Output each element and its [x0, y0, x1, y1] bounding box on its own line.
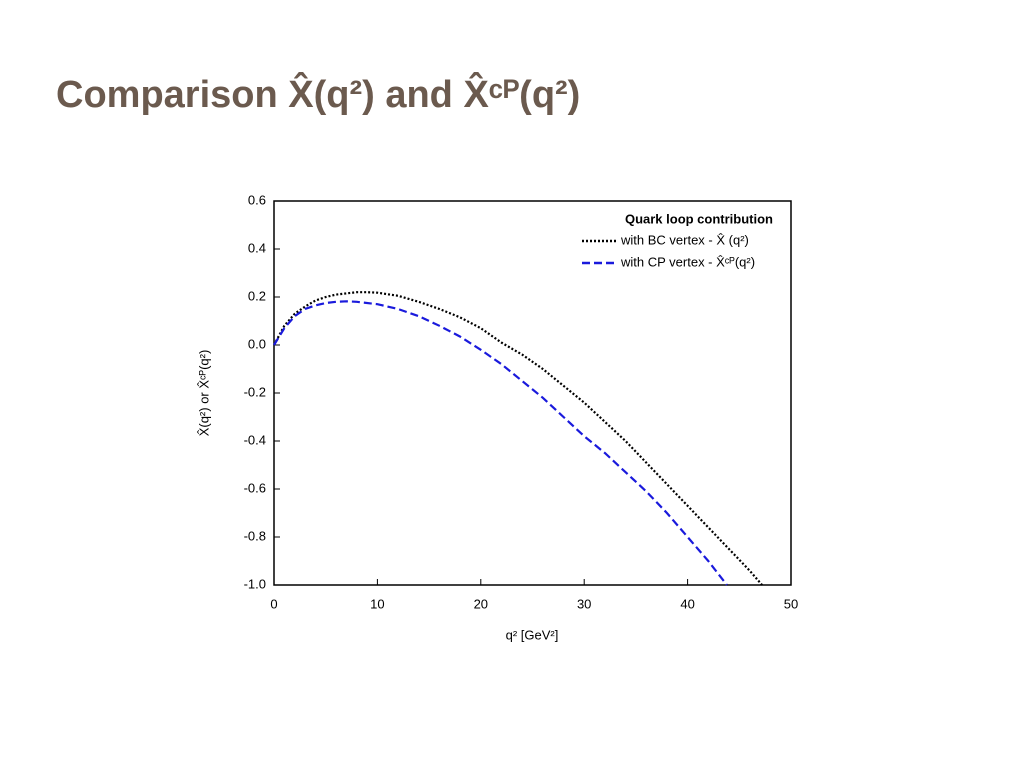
x-tick-label: 10: [370, 596, 384, 611]
x-tick-label: 30: [577, 596, 591, 611]
y-tick-label: -0.6: [244, 480, 266, 495]
series-line: [273, 300, 728, 586]
x-tick-label: 0: [270, 596, 277, 611]
y-tick-label: -0.4: [244, 432, 266, 447]
slide-title: Comparison X̂(q²) and X̂ᶜᴾ(q²): [56, 70, 580, 116]
y-axis-label: X̂(q²) or X̂ᶜᴾ(q²): [196, 350, 211, 437]
y-tick-label: 0.2: [248, 288, 266, 303]
x-tick-label: 20: [474, 596, 488, 611]
legend-label: with BC vertex - X̂ (q²): [620, 232, 749, 247]
series-line: [273, 291, 763, 586]
x-tick-label: 50: [784, 596, 798, 611]
x-tick-label: 40: [680, 596, 694, 611]
x-axis-label: q² [GeV²]: [506, 627, 559, 642]
y-tick-label: -1.0: [244, 576, 266, 591]
y-tick-label: -0.2: [244, 384, 266, 399]
legend-title: Quark loop contribution: [625, 211, 773, 226]
y-tick-label: 0.6: [248, 192, 266, 207]
y-tick-label: -0.8: [244, 528, 266, 543]
legend-label: with CP vertex - X̂ᶜᴾ(q²): [620, 254, 755, 269]
y-tick-label: 0.0: [248, 336, 266, 351]
y-tick-label: 0.4: [248, 240, 266, 255]
